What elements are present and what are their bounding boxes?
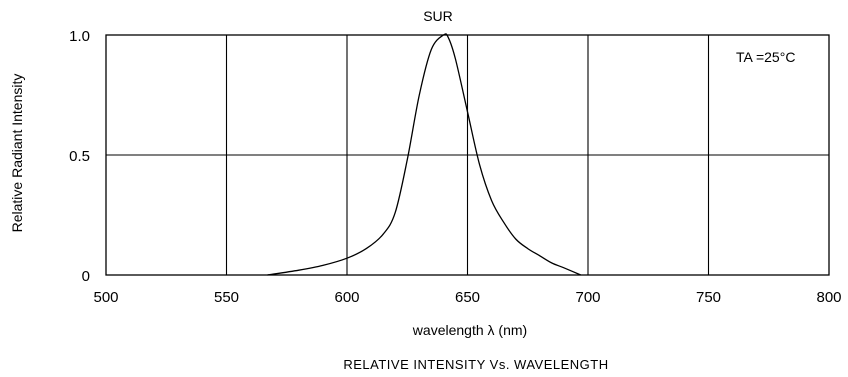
x-tick-label: 700 xyxy=(575,289,600,306)
x-tick-label: 600 xyxy=(334,289,359,306)
x-tick-label: 650 xyxy=(455,289,480,306)
y-tick-labels: 0 0.5 1.0 xyxy=(69,28,90,285)
grid-lines xyxy=(106,35,829,275)
x-tick-label: 750 xyxy=(696,289,721,306)
annotation-temperature: TA =25°C xyxy=(736,49,795,65)
chart-caption: RELATIVE INTENSITY Vs. WAVELENGTH xyxy=(343,357,608,372)
series-group xyxy=(267,33,582,276)
chart-title: SUR xyxy=(423,8,453,24)
x-tick-label: 500 xyxy=(93,289,118,306)
series-line xyxy=(267,33,582,276)
y-tick-label: 0 xyxy=(82,268,90,285)
x-tick-label: 800 xyxy=(816,289,841,306)
y-axis-label: Relative Radiant Intensity xyxy=(9,74,25,233)
y-tick-label: 0.5 xyxy=(69,148,90,165)
y-tick-label: 1.0 xyxy=(69,28,90,45)
x-tick-label: 550 xyxy=(214,289,239,306)
x-tick-labels: 500 550 600 650 700 750 800 xyxy=(93,289,841,306)
x-axis-label: wavelength λ (nm) xyxy=(412,322,527,338)
